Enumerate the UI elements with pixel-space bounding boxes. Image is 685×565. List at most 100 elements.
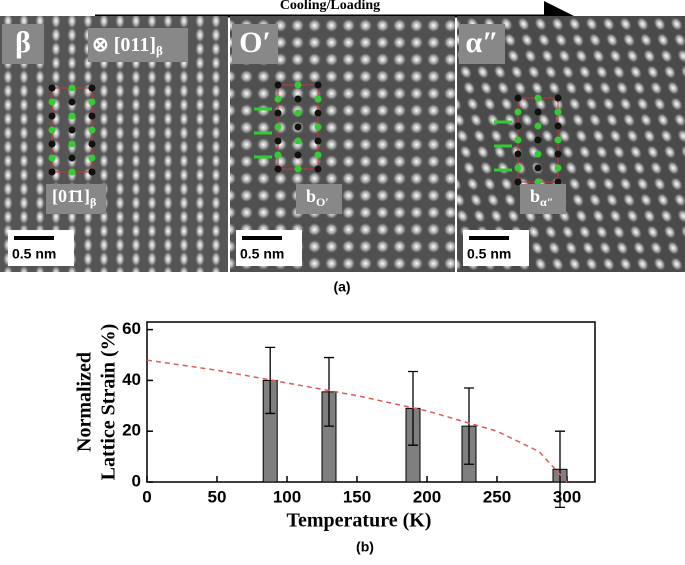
atom	[514, 122, 522, 130]
atom	[48, 98, 56, 106]
atom	[48, 140, 56, 148]
label-box	[232, 24, 278, 64]
atom	[514, 94, 522, 102]
atom	[294, 95, 302, 103]
atom	[88, 126, 96, 134]
atom	[68, 126, 76, 134]
atom	[314, 81, 322, 89]
caption: (a)	[333, 279, 350, 295]
label-box	[296, 184, 342, 214]
x-tick-label: 50	[208, 487, 227, 506]
atom	[314, 109, 322, 117]
atom	[534, 178, 542, 186]
vector-text: b	[530, 186, 540, 206]
label-box	[459, 24, 505, 64]
y-tick-label: 0	[132, 471, 141, 490]
scale-label: 0.5 nm	[240, 246, 284, 262]
atom	[534, 94, 542, 102]
phase-label: O′	[239, 26, 271, 59]
phase-label: β	[15, 26, 31, 59]
atom	[88, 98, 96, 106]
atom	[68, 98, 76, 106]
x-tick-label: 300	[553, 487, 581, 506]
atom	[68, 154, 76, 162]
atom	[88, 112, 96, 120]
label-box	[46, 184, 106, 214]
phase-label: α″	[465, 26, 498, 59]
atom	[514, 150, 522, 158]
error-bar	[324, 356, 334, 427]
decoration	[48, 81, 562, 186]
y-tick-label: 20	[122, 421, 141, 440]
scale-label: 0.5 nm	[12, 246, 56, 262]
atom	[68, 168, 76, 176]
zone-axis: ⊗ [011]β	[92, 34, 163, 58]
x-tick-label: 200	[413, 487, 441, 506]
atom	[514, 178, 522, 186]
atom	[274, 137, 282, 145]
atom	[48, 84, 56, 92]
atom	[294, 137, 302, 145]
atom	[314, 151, 322, 159]
atom	[68, 112, 76, 120]
atom	[514, 108, 522, 116]
vector-text: [01̄1]	[52, 186, 90, 206]
atom	[88, 168, 96, 176]
caption: (b)	[356, 539, 374, 555]
atom	[48, 112, 56, 120]
atom	[294, 165, 302, 173]
atom	[274, 81, 282, 89]
atom	[294, 123, 302, 131]
x-tick-label: 150	[343, 487, 371, 506]
atom	[274, 165, 282, 173]
vector-label: bα″	[530, 186, 553, 209]
vector-sub: β	[90, 195, 96, 209]
y-tick-label: 60	[122, 319, 141, 338]
atom	[534, 122, 542, 130]
atom	[88, 154, 96, 162]
atom	[554, 108, 562, 116]
atom	[554, 94, 562, 102]
zone-sub: β	[156, 43, 163, 58]
x-tick-label: 100	[273, 487, 301, 506]
label-box	[520, 184, 566, 214]
x-tick-label: 0	[142, 487, 151, 506]
atom	[534, 164, 542, 172]
atom	[554, 164, 562, 172]
atom	[68, 84, 76, 92]
atom	[48, 154, 56, 162]
x-tick-label: 250	[483, 487, 511, 506]
atom	[534, 150, 542, 158]
atom	[294, 151, 302, 159]
atom	[314, 95, 322, 103]
plot-frame	[146, 321, 596, 483]
atom	[274, 151, 282, 159]
atom	[514, 136, 522, 144]
atom	[88, 140, 96, 148]
y-axis-title: Normalized	[74, 352, 96, 452]
error-bar	[555, 430, 565, 509]
atom	[294, 109, 302, 117]
atom	[314, 165, 322, 173]
scale-label: 0.5 nm	[467, 246, 511, 262]
atom	[554, 178, 562, 186]
y-tick-label: 40	[122, 370, 141, 389]
arrow-label: Cooling/Loading	[280, 0, 380, 13]
atom	[274, 123, 282, 131]
vector-label: [01̄1]β	[52, 186, 96, 209]
vector-sub: α″	[540, 195, 553, 209]
vector-sub: O′	[316, 195, 329, 209]
atom	[48, 168, 56, 176]
atom	[554, 150, 562, 158]
atom	[534, 108, 542, 116]
vector-label: bO′	[306, 186, 329, 209]
fit-curve	[146, 359, 568, 483]
error-bar	[265, 346, 276, 415]
y-axis-title: Lattice Strain (%)	[98, 324, 120, 481]
atom	[534, 136, 542, 144]
atom	[294, 81, 302, 89]
label-box	[88, 28, 188, 62]
atom	[554, 136, 562, 144]
atom	[314, 123, 322, 131]
